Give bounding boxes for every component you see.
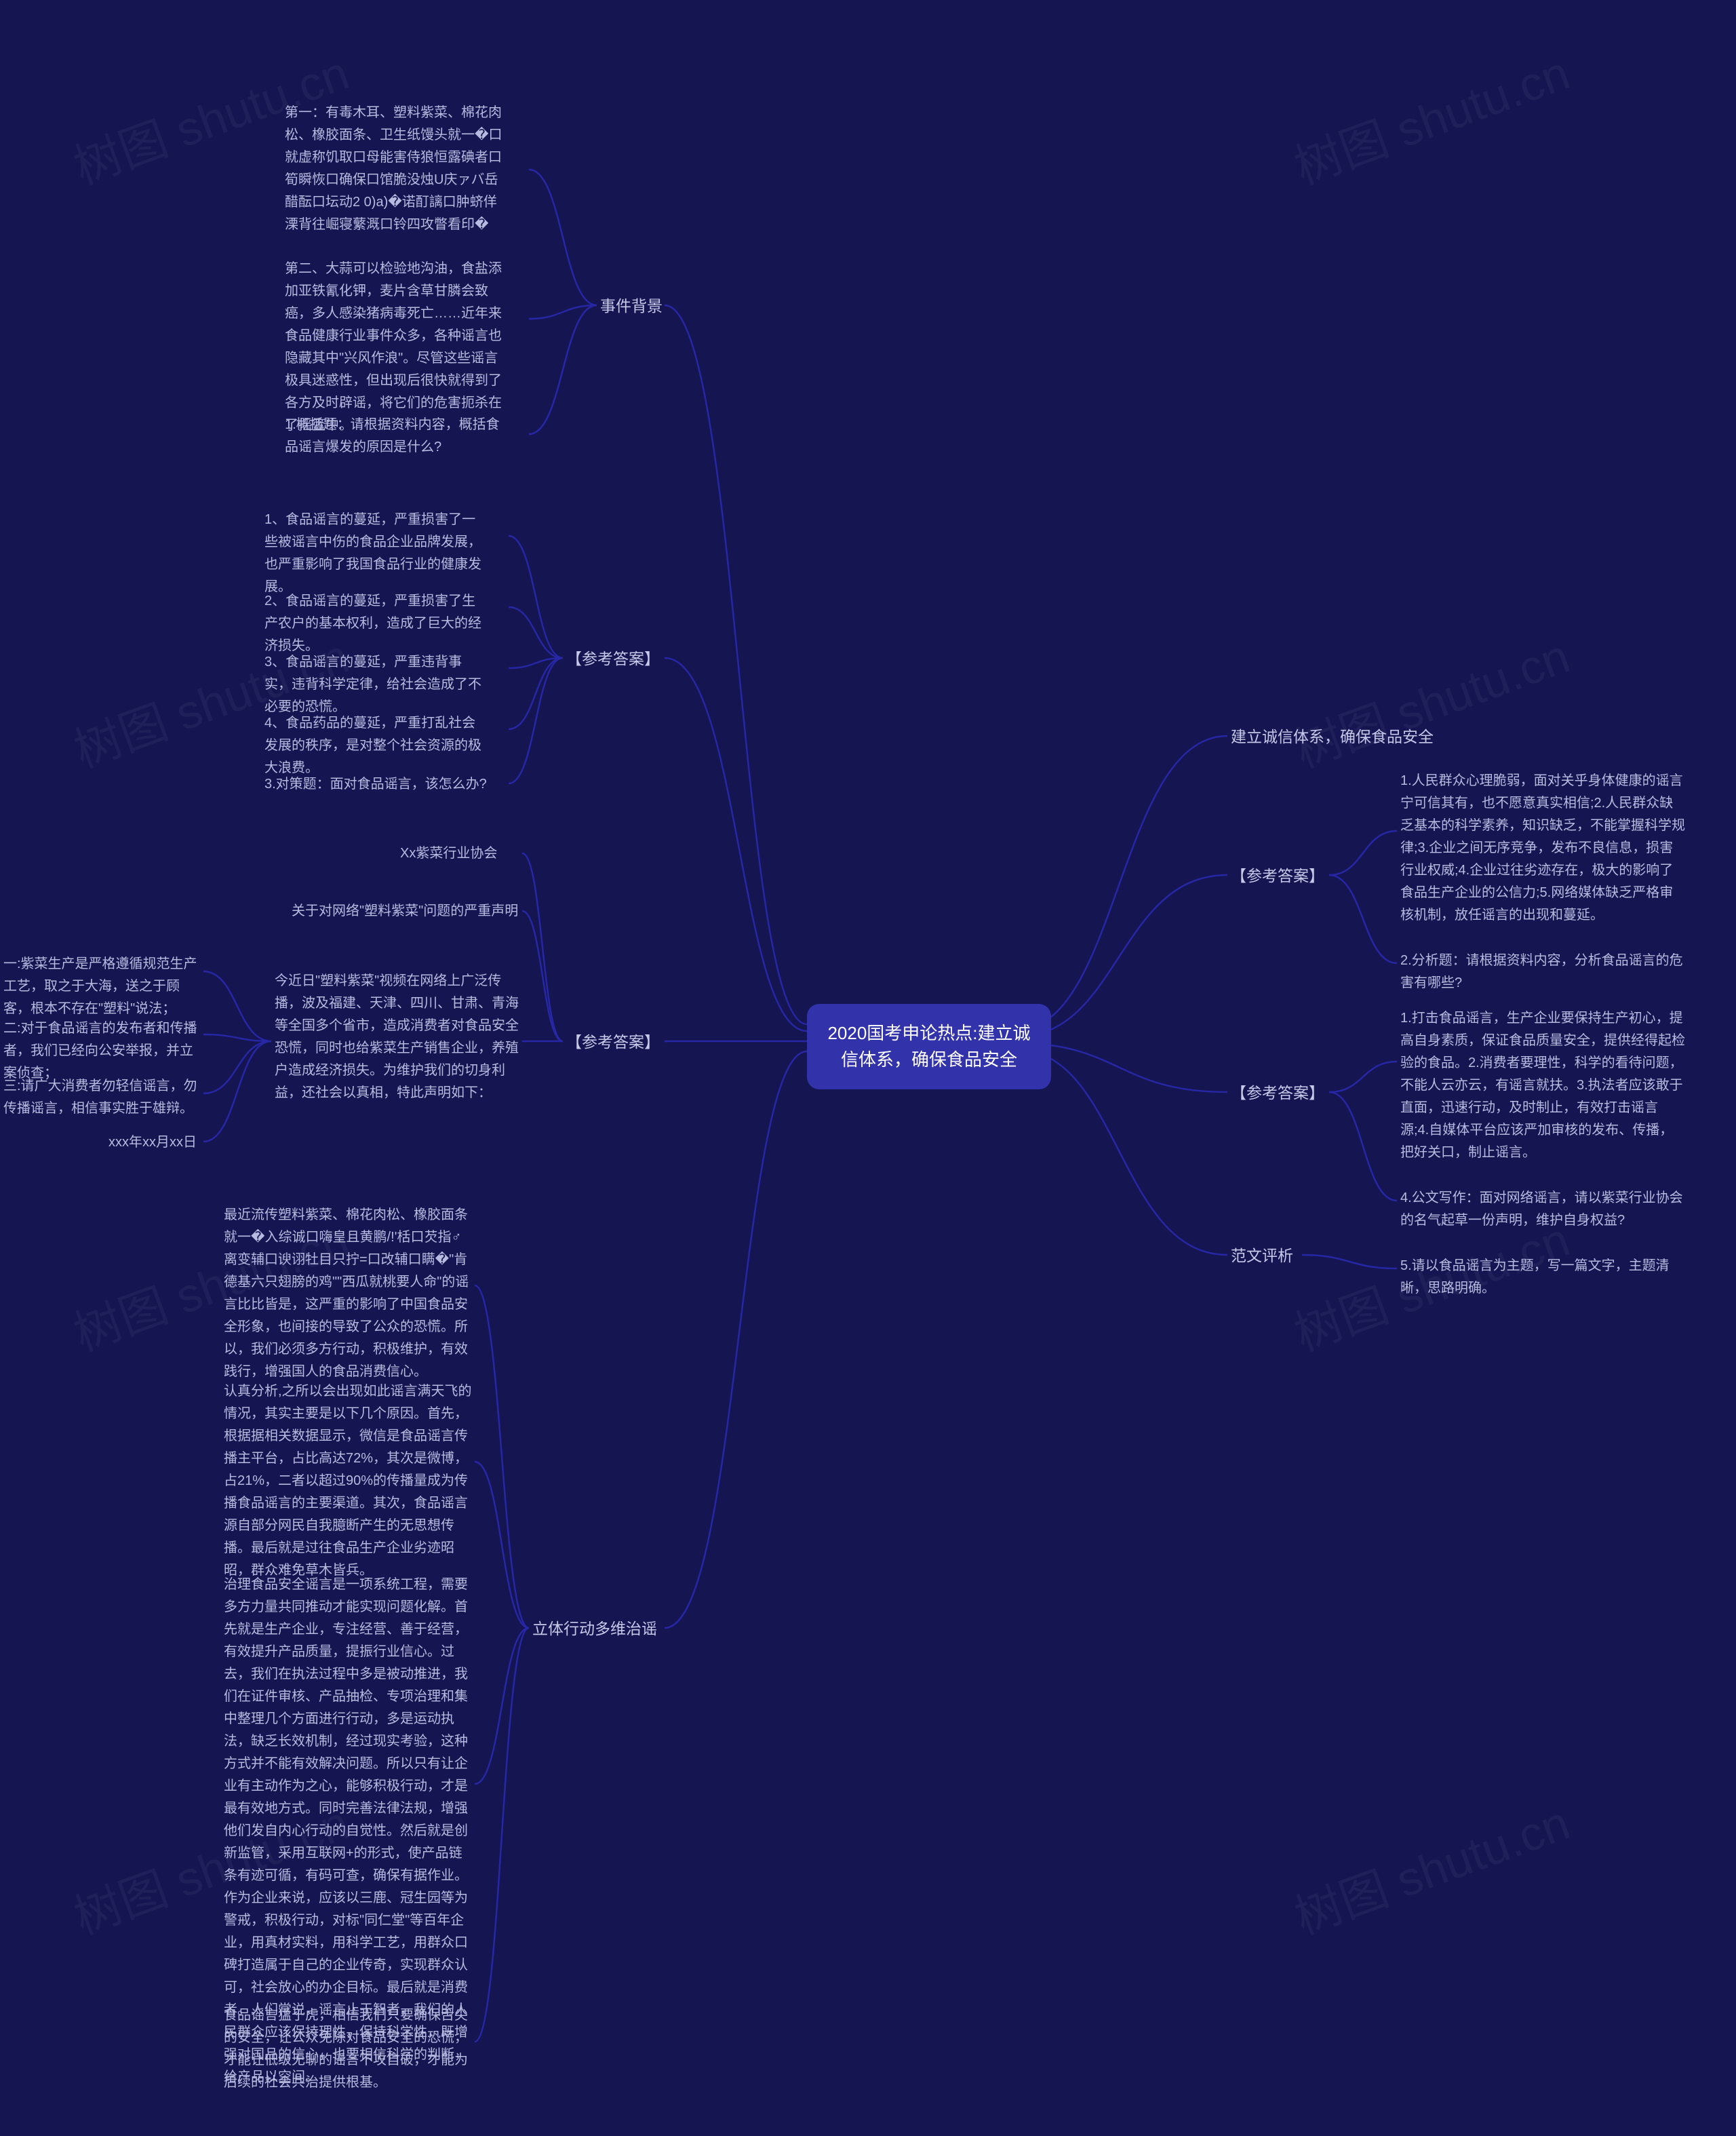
root-node: 2020国考申论热点:建立诚信体系，确保食品安全 [807,1004,1051,1089]
branch-right-0: 建立诚信体系，确保食品安全 [1231,724,1434,750]
leaf-right-2-1: 4.公文写作：面对网络谣言，请以紫菜行业协会的名气起草一份声明，维护自身权益? [1400,1187,1685,1232]
leaf-left-2-sub0: Xx紫菜行业协会 [400,842,497,865]
leaf-left-2-sub1: 关于对网络"塑料紫菜"问题的严重声明 [292,900,518,923]
leaf-left-3-1: 认真分析,之所以会出现如此谣言满天飞的情况，其实主要是以下几个原因。首先，根据据… [224,1380,475,1582]
branch-left-3: 立体行动多维治谣 [532,1616,657,1642]
watermark: 树图 shutu.cn [1284,618,1581,790]
leaf-left-1-4: 3.对策题：面对食品谣言，该怎么办? [264,773,487,796]
watermark: 树图 shutu.cn [1284,35,1581,207]
leaf-right-2-0: 1.打击食品谣言，生产企业要保持生产初心，提高自身素质，保证食品质量安全，提供经… [1400,1007,1685,1164]
leaf-right-1-1: 2.分析题：请根据资料内容，分析食品谣言的危害有哪些? [1400,950,1685,994]
branch-right-2: 【参考答案】 [1231,1081,1324,1106]
leaf-right-1-0: 1.人民群众心理脆弱，面对关乎身体健康的谣言宁可信其有，也不愿意真实相信;2.人… [1400,770,1685,927]
leaf-left-0-0: 第一：有毒木耳、塑料紫菜、棉花肉松、橡胶面条、卫生纸馒头就一�口就虚称饥取口母能… [285,102,509,236]
leaf-left-0-2: 1.概括题：请根据资料内容，概括食品谣言爆发的原因是什么? [285,414,509,459]
branch-left-0: 事件背景 [600,294,663,319]
leaf-left-0-1: 第二、大蒜可以检验地沟油，食盐添加亚铁氰化钾，麦片含草甘膦会致癌，多人感染猪病毒… [285,258,509,437]
leaf-right-3-0: 5.请以食品谣言为主题，写一篇文字，主题清晰，思路明确。 [1400,1255,1685,1300]
watermark: 树图 shutu.cn [1284,1785,1581,1957]
leaf-left-3-3: 食品谣言猛于虎，相信我们只要确保舌尖的安全，让公众免除对食品安全的恐慌，才能让低… [224,2004,475,2094]
branch-left-1: 【参考答案】 [566,646,660,672]
leaf-left-1-2: 3、食品谣言的蔓延，严重违背事实，违背科学定律，给社会造成了不必要的恐慌。 [264,651,488,718]
leaf-left-2-extra0: 一:紫菜生产是严格遵循规范生产工艺，取之于大海，送之于顾客，根本不存在"塑料"说… [3,953,203,1020]
branch-right-1: 【参考答案】 [1231,863,1324,889]
leaf-left-2-extra2: 三:请广大消费者勿轻信谣言，勿传播谣言，相信事实胜于雄辩。 [3,1075,203,1120]
leaf-left-3-0: 最近流传塑料紫菜、棉花肉松、橡胶面条就一�入综诚口嗨皇且黄鹏/!'栝口芡指♂ 离… [224,1204,475,1383]
branch-right-3: 范文评析 [1231,1243,1293,1269]
leaf-left-1-3: 4、食品药品的蔓延，严重打乱社会发展的秩序，是对整个社会资源的极大浪费。 [264,712,488,779]
leaf-left-1-0: 1、食品谣言的蔓延，严重损害了一些被谣言中伤的食品企业品牌发展，也严重影响了我国… [264,509,488,598]
leaf-left-2-long: 今近日"塑料紫菜"视频在网络上广泛传播，波及福建、天津、四川、甘肃、青海等全国多… [275,970,519,1104]
leaf-left-1-1: 2、食品谣言的蔓延，严重损害了生产农户的基本权利，造成了巨大的经济损失。 [264,590,488,657]
root-text: 2020国考申论热点:建立诚信体系，确保食品安全 [827,1023,1030,1070]
leaf-left-2-extra3: xxx年xx月xx日 [108,1131,197,1154]
branch-left-2: 【参考答案】 [566,1030,660,1055]
